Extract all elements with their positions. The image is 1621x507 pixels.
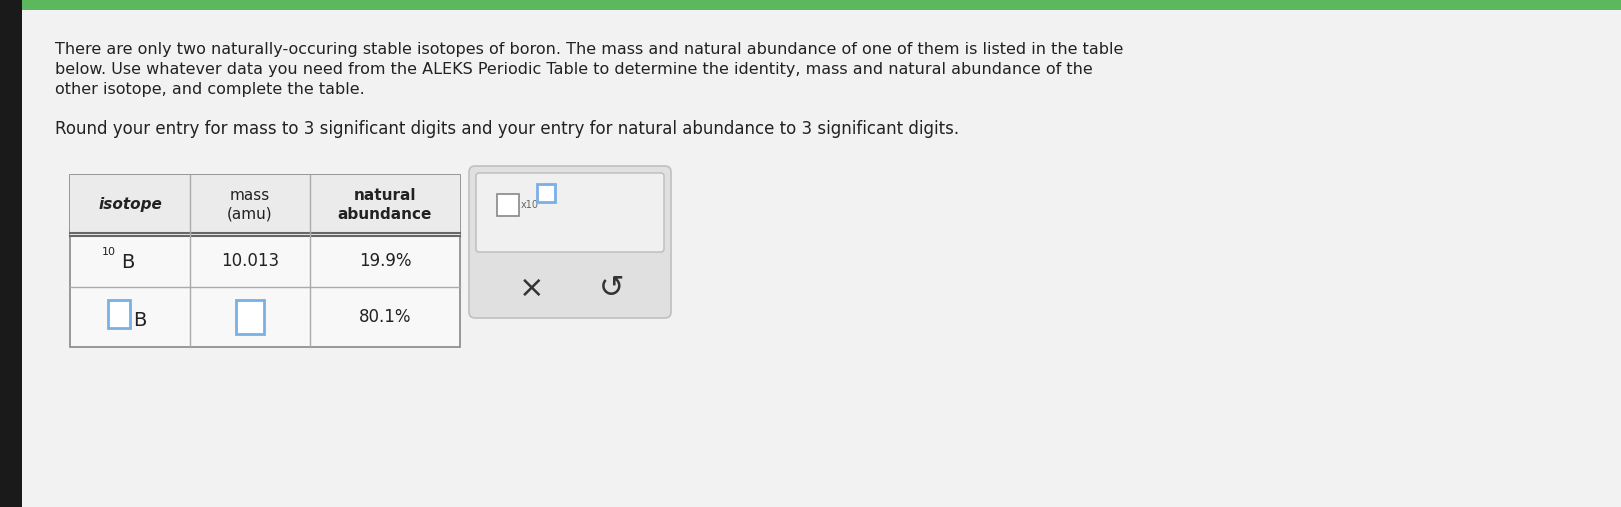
Text: natural
abundance: natural abundance: [337, 188, 433, 222]
Text: isotope: isotope: [97, 198, 162, 212]
Text: ×: ×: [519, 274, 545, 303]
FancyBboxPatch shape: [477, 173, 665, 252]
Bar: [0, 0, 1621, 10]
Text: below. Use whatever data you need from the ALEKS Periodic Table to determine the: below. Use whatever data you need from t…: [55, 62, 1093, 77]
Text: 80.1%: 80.1%: [358, 308, 412, 326]
Text: 10: 10: [102, 247, 117, 257]
Text: ↺: ↺: [600, 274, 624, 303]
Text: x10: x10: [520, 200, 540, 210]
Bar: [70, 175, 460, 235]
Bar: [537, 184, 554, 202]
Bar: [0, 0, 23, 507]
Bar: [498, 194, 519, 216]
Bar: [109, 300, 130, 328]
Text: B: B: [122, 254, 135, 272]
Text: There are only two naturally-occuring stable isotopes of boron. The mass and nat: There are only two naturally-occuring st…: [55, 42, 1123, 57]
Text: other isotope, and complete the table.: other isotope, and complete the table.: [55, 82, 365, 97]
Text: 10.013: 10.013: [220, 252, 279, 270]
Text: B: B: [133, 311, 146, 331]
Bar: [237, 300, 264, 334]
Text: 19.9%: 19.9%: [358, 252, 412, 270]
Text: mass
(amu): mass (amu): [227, 188, 272, 222]
FancyBboxPatch shape: [468, 166, 671, 318]
Bar: [70, 175, 460, 347]
Text: Round your entry for mass to 3 significant digits and your entry for natural abu: Round your entry for mass to 3 significa…: [55, 120, 960, 138]
